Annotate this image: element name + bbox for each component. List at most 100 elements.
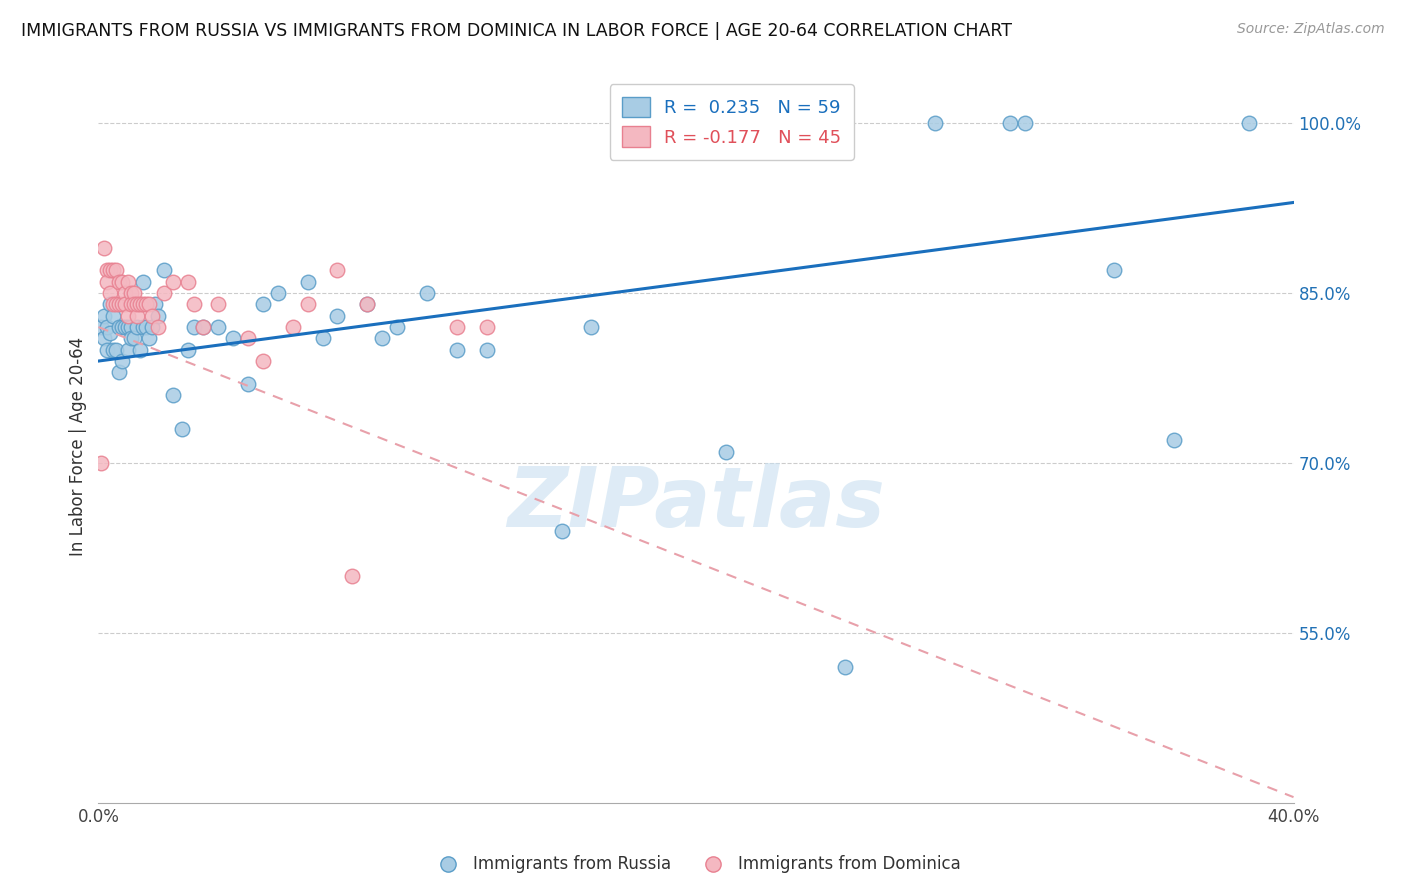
Point xyxy=(297,275,319,289)
Point xyxy=(129,297,152,311)
Point xyxy=(105,343,128,357)
Point xyxy=(297,297,319,311)
Point xyxy=(124,286,146,301)
Point xyxy=(108,320,131,334)
Point xyxy=(90,456,112,470)
Point xyxy=(98,286,122,301)
Point xyxy=(138,297,160,311)
Point xyxy=(148,320,170,334)
Point xyxy=(127,297,149,311)
Point xyxy=(114,297,136,311)
Text: ZIPatlas: ZIPatlas xyxy=(508,463,884,543)
Point xyxy=(252,297,274,311)
Point xyxy=(1014,116,1036,130)
Point xyxy=(117,320,139,334)
Point xyxy=(252,354,274,368)
Point xyxy=(143,297,166,311)
Point xyxy=(105,297,128,311)
Point xyxy=(141,320,163,334)
Point xyxy=(108,365,131,379)
Point xyxy=(129,343,152,357)
Text: Source: ZipAtlas.com: Source: ZipAtlas.com xyxy=(1237,22,1385,37)
Point xyxy=(93,331,115,345)
Point xyxy=(96,263,118,277)
Point xyxy=(114,286,136,301)
Point xyxy=(177,343,200,357)
Point xyxy=(550,524,572,538)
Point xyxy=(446,343,468,357)
Point xyxy=(1163,434,1185,448)
Point xyxy=(342,569,364,583)
Point xyxy=(103,297,125,311)
Point xyxy=(132,275,155,289)
Point xyxy=(117,343,139,357)
Point xyxy=(475,320,498,334)
Point xyxy=(135,297,157,311)
Point xyxy=(117,275,139,289)
Point xyxy=(103,343,125,357)
Point xyxy=(124,297,146,311)
Point xyxy=(834,660,856,674)
Point xyxy=(90,320,112,334)
Point xyxy=(1104,263,1126,277)
Point xyxy=(93,241,115,255)
Point xyxy=(93,309,115,323)
Point xyxy=(191,320,214,334)
Point xyxy=(371,331,394,345)
Point xyxy=(120,297,142,311)
Point xyxy=(236,331,259,345)
Point xyxy=(153,286,176,301)
Point xyxy=(183,320,205,334)
Point xyxy=(714,444,737,458)
Point xyxy=(120,331,142,345)
Point xyxy=(108,297,131,311)
Point xyxy=(96,343,118,357)
Point xyxy=(326,309,349,323)
Point xyxy=(236,376,259,391)
Point xyxy=(120,320,142,334)
Point xyxy=(111,354,134,368)
Point xyxy=(111,297,134,311)
Point xyxy=(114,320,136,334)
Point xyxy=(183,297,205,311)
Point xyxy=(326,263,349,277)
Point xyxy=(153,263,176,277)
Point xyxy=(138,331,160,345)
Point xyxy=(162,275,184,289)
Point xyxy=(98,297,122,311)
Point xyxy=(177,275,200,289)
Point xyxy=(103,263,125,277)
Point xyxy=(105,263,128,277)
Point xyxy=(281,320,304,334)
Point xyxy=(416,286,439,301)
Point xyxy=(356,297,378,311)
Point xyxy=(103,309,125,323)
Point xyxy=(446,320,468,334)
Point xyxy=(117,309,139,323)
Point xyxy=(132,320,155,334)
Point xyxy=(96,320,118,334)
Point xyxy=(148,309,170,323)
Point xyxy=(924,116,946,130)
Point xyxy=(127,320,149,334)
Point xyxy=(162,388,184,402)
Y-axis label: In Labor Force | Age 20-64: In Labor Force | Age 20-64 xyxy=(69,336,87,556)
Text: IMMIGRANTS FROM RUSSIA VS IMMIGRANTS FROM DOMINICA IN LABOR FORCE | AGE 20-64 CO: IMMIGRANTS FROM RUSSIA VS IMMIGRANTS FRO… xyxy=(21,22,1012,40)
Legend: Immigrants from Russia, Immigrants from Dominica: Immigrants from Russia, Immigrants from … xyxy=(425,849,967,880)
Point xyxy=(111,275,134,289)
Point xyxy=(385,320,409,334)
Point xyxy=(581,320,603,334)
Point xyxy=(124,331,146,345)
Point xyxy=(96,275,118,289)
Point xyxy=(111,320,134,334)
Point xyxy=(267,286,290,301)
Point xyxy=(98,263,122,277)
Point xyxy=(207,297,229,311)
Point xyxy=(132,297,155,311)
Point xyxy=(141,309,163,323)
Point xyxy=(1237,116,1260,130)
Point xyxy=(120,286,142,301)
Point xyxy=(475,343,498,357)
Point xyxy=(191,320,214,334)
Point xyxy=(127,309,149,323)
